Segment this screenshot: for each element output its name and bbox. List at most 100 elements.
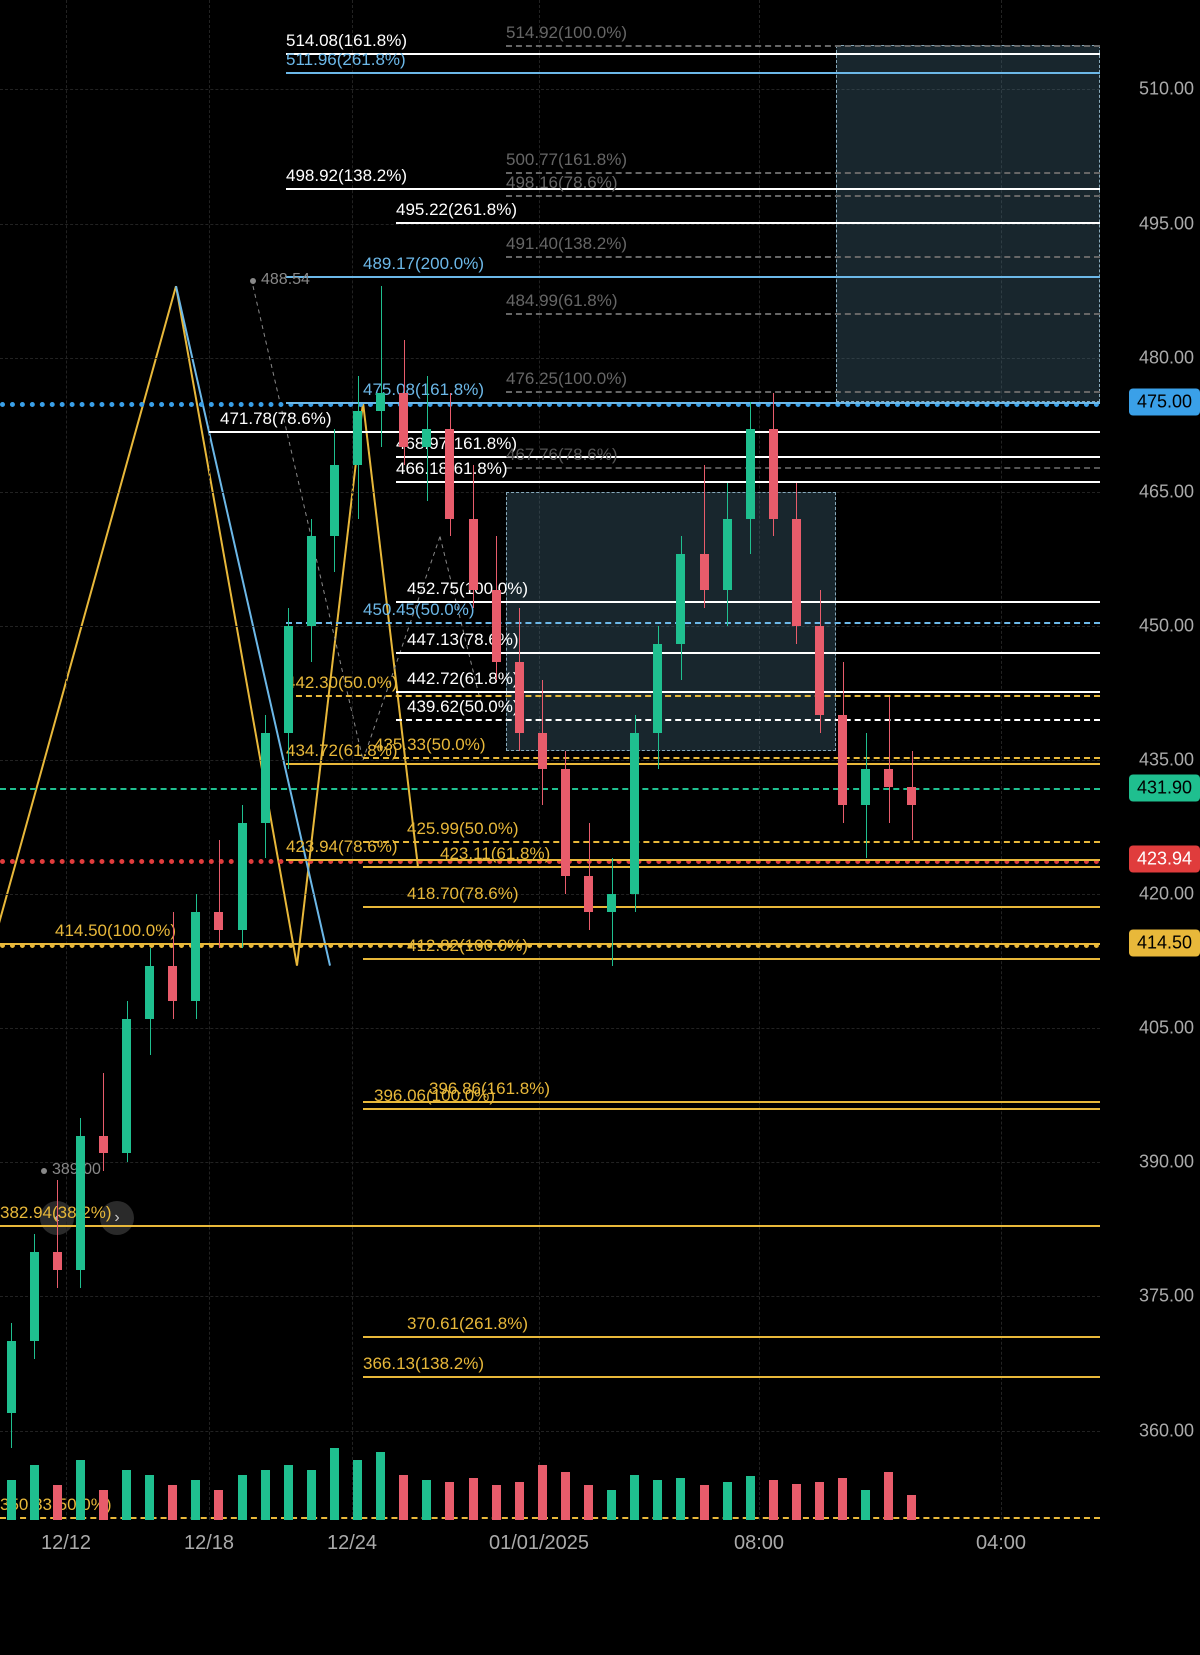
candle-body[interactable] (561, 769, 570, 876)
y-axis-tick: 510.00 (1110, 79, 1200, 100)
candle-body[interactable] (191, 912, 200, 1001)
candle-body[interactable] (492, 590, 501, 662)
fib-level-line[interactable] (506, 391, 1100, 393)
volume-bar (122, 1470, 131, 1520)
fib-level-line[interactable] (396, 601, 1100, 603)
candle-body[interactable] (538, 733, 547, 769)
fib-level-line[interactable] (209, 431, 1100, 433)
candle-body[interactable] (700, 554, 709, 590)
fib-level-line[interactable] (286, 53, 1100, 55)
candle-body[interactable] (746, 429, 755, 518)
fib-level-line[interactable] (363, 1376, 1100, 1378)
trading-chart[interactable]: { "layout": { "width": 1200, "height": 1… (0, 0, 1200, 1655)
candle-body[interactable] (122, 1019, 131, 1153)
candle-body[interactable] (653, 644, 662, 733)
candle-body[interactable] (284, 626, 293, 733)
candle-body[interactable] (907, 787, 916, 805)
candle-body[interactable] (330, 465, 339, 537)
candle-wick (57, 1180, 58, 1287)
candle-body[interactable] (376, 393, 385, 411)
fib-level-line[interactable] (396, 719, 1100, 721)
volume-bar (561, 1472, 570, 1520)
candle-body[interactable] (168, 966, 177, 1002)
fib-level-line[interactable] (0, 1225, 1100, 1227)
fib-level-line[interactable] (363, 906, 1100, 908)
fib-level-label: 452.75(100.0%) (407, 579, 528, 601)
fib-level-line[interactable] (396, 691, 1100, 693)
candle-body[interactable] (769, 429, 778, 518)
candle-body[interactable] (515, 662, 524, 734)
candle-body[interactable] (838, 715, 847, 804)
candle-body[interactable] (99, 1136, 108, 1154)
grid-line-v (66, 0, 67, 1520)
fib-level-line[interactable] (506, 45, 1100, 47)
candle-body[interactable] (30, 1252, 39, 1341)
candle-body[interactable] (445, 429, 454, 518)
fib-level-line[interactable] (363, 866, 1100, 868)
price-axis-tag: 475.00 (1129, 389, 1200, 416)
candle-body[interactable] (723, 519, 732, 591)
candle-body[interactable] (469, 519, 478, 591)
candle-body[interactable] (238, 823, 247, 930)
fib-level-line[interactable] (396, 652, 1100, 654)
candle-body[interactable] (584, 876, 593, 912)
y-axis-tick: 480.00 (1110, 347, 1200, 368)
candle-body[interactable] (676, 554, 685, 643)
fib-level-line[interactable] (506, 467, 1100, 469)
fib-level-line[interactable] (0, 943, 1100, 945)
fib-level-line[interactable] (286, 188, 1100, 190)
grid-line-h (0, 760, 1100, 761)
fib-level-label: 414.50(100.0%) (55, 921, 176, 943)
fib-level-line[interactable] (286, 763, 1100, 765)
fib-level-line[interactable] (506, 256, 1100, 258)
candle-body[interactable] (399, 393, 408, 447)
candle-body[interactable] (607, 894, 616, 912)
candle-body[interactable] (53, 1252, 62, 1270)
volume-bar (99, 1490, 108, 1520)
candle-body[interactable] (422, 429, 431, 447)
y-axis-tick: 390.00 (1110, 1152, 1200, 1173)
fib-level-line[interactable] (363, 958, 1100, 960)
volume-bar (792, 1484, 801, 1520)
fib-level-label: 467.76(78.6%) (506, 445, 618, 467)
volume-bar (422, 1480, 431, 1520)
volume-bar (815, 1482, 824, 1520)
candle-body[interactable] (861, 769, 870, 805)
candle-body[interactable] (630, 733, 639, 894)
fib-level-line[interactable] (0, 1517, 1100, 1519)
fib-level-line[interactable] (286, 72, 1100, 74)
volume-bar (445, 1482, 454, 1520)
fib-level-line[interactable] (286, 276, 1100, 278)
candle-body[interactable] (353, 411, 362, 465)
fib-level-line[interactable] (286, 622, 1100, 624)
candle-wick (103, 1073, 104, 1171)
fib-level-line[interactable] (363, 1108, 1100, 1110)
fib-level-line[interactable] (363, 1336, 1100, 1338)
candle-body[interactable] (307, 536, 316, 625)
candle-body[interactable] (884, 769, 893, 787)
x-axis-tick: 12/18 (184, 1532, 234, 1555)
candle-body[interactable] (7, 1341, 16, 1413)
fib-level-line[interactable] (286, 859, 1100, 861)
candle-body[interactable] (261, 733, 270, 822)
fib-level-line[interactable] (396, 222, 1100, 224)
fib-level-line[interactable] (506, 195, 1100, 197)
fib-level-line[interactable] (506, 313, 1100, 315)
candle-body[interactable] (145, 966, 154, 1020)
fib-level-label: 491.40(138.2%) (506, 234, 627, 256)
fib-level-line[interactable] (363, 841, 1100, 843)
x-axis-tick: 08:00 (734, 1532, 784, 1555)
candle-body[interactable] (214, 912, 223, 930)
price-marker-label: 488.54 (261, 271, 310, 289)
fib-level-line[interactable] (363, 757, 1100, 759)
volume-bar (307, 1470, 316, 1520)
candle-body[interactable] (76, 1136, 85, 1270)
y-axis-tick: 465.00 (1110, 481, 1200, 502)
chevron-right-icon: › (114, 1209, 119, 1227)
candle-body[interactable] (815, 626, 824, 715)
fib-level-label: 442.30(50.0%) (286, 673, 398, 695)
volume-bar (30, 1465, 39, 1520)
grid-line-v (209, 0, 210, 1520)
reference-line[interactable] (0, 788, 1100, 790)
candle-body[interactable] (792, 519, 801, 626)
